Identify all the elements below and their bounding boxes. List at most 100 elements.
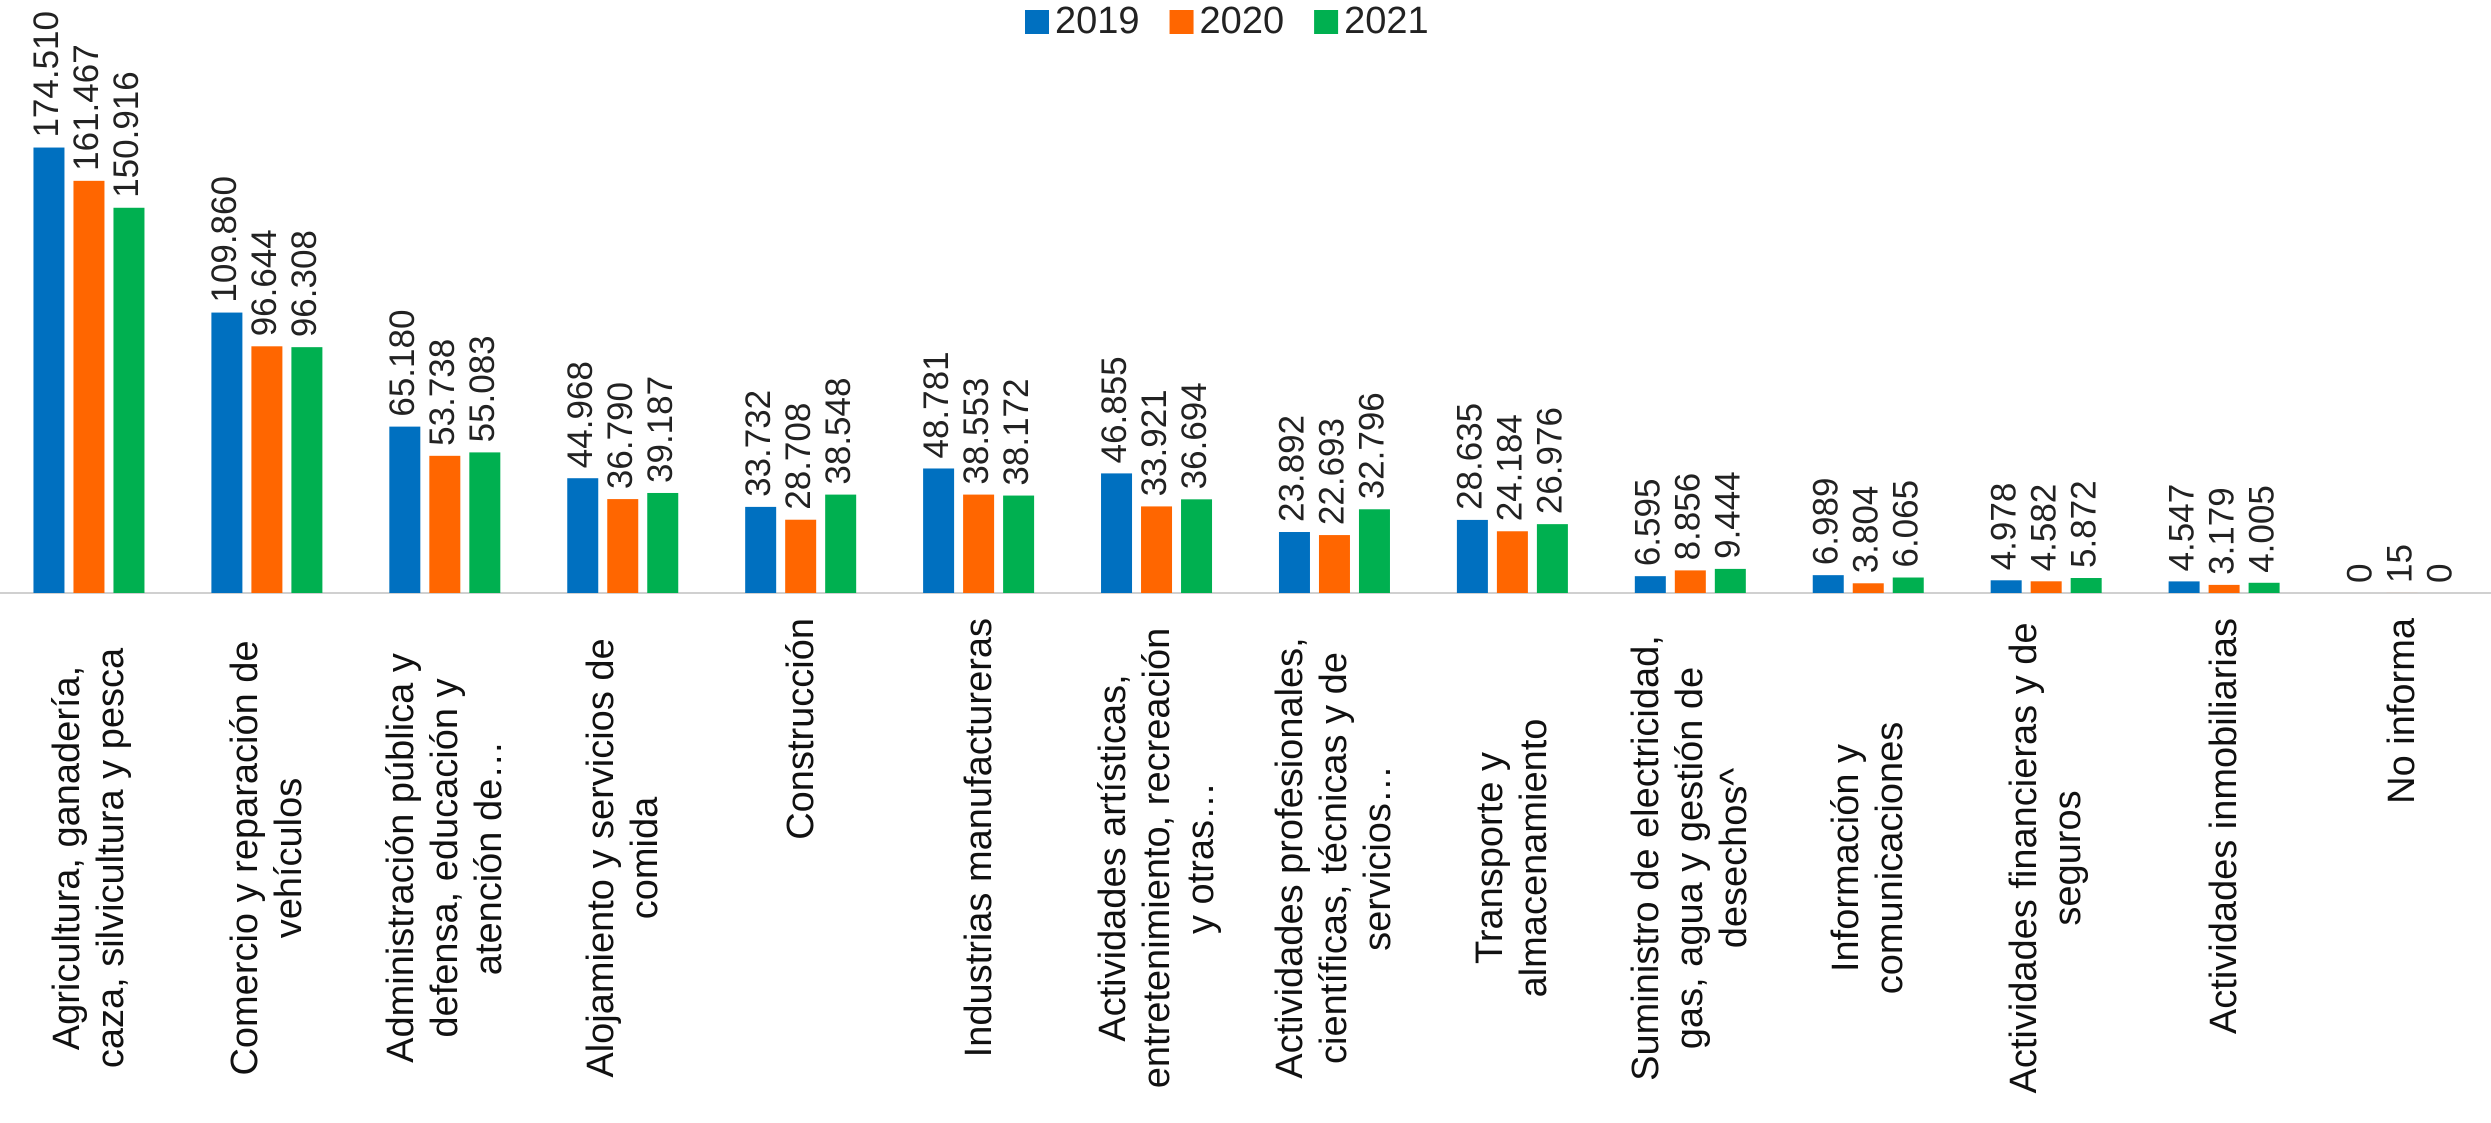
value-label: 36.694 <box>1175 382 1214 489</box>
x-tick-text: Transporte y almacenamiento <box>1469 718 1556 998</box>
bar <box>1141 506 1173 593</box>
value-label: 4.547 <box>2162 484 2201 572</box>
value-label: 46.855 <box>1095 356 1134 463</box>
legend-swatch <box>1314 10 1339 34</box>
value-label: 0 <box>2420 564 2459 583</box>
bar <box>291 347 323 593</box>
value-label: 3.804 <box>1847 486 1886 574</box>
value-label: 0 <box>2340 564 2379 583</box>
value-label: 3.179 <box>2202 487 2241 575</box>
bar <box>825 494 857 593</box>
value-label: 33.732 <box>739 390 778 497</box>
bar <box>1634 576 1666 593</box>
bar <box>607 499 639 593</box>
bar <box>923 468 955 593</box>
legend-swatch <box>1169 10 1194 34</box>
x-tick-text: Actividades inmobiliarias <box>2203 618 2246 1035</box>
bar <box>1852 583 1884 593</box>
legend-label: 2019 <box>1055 0 1140 42</box>
x-tick-label: Construcción <box>779 618 823 1098</box>
x-tick-label: Alojamiento y servicios de comida <box>579 618 667 1098</box>
value-label: 55.083 <box>463 335 502 442</box>
value-label: 48.781 <box>917 351 956 458</box>
value-label: 174.510 <box>27 11 66 138</box>
x-tick-label: No informa <box>2380 618 2424 1098</box>
value-label: 38.172 <box>997 378 1036 485</box>
value-label: 96.308 <box>285 230 324 337</box>
bar <box>73 180 105 594</box>
x-tick-text: Actividades financieras y de seguros <box>2003 622 2090 1094</box>
x-tick-label: Agricultura, ganadería, caza, silvicultu… <box>45 618 133 1098</box>
bar <box>1003 495 1035 593</box>
bar <box>1456 519 1488 593</box>
value-label: 32.796 <box>1353 392 1392 499</box>
bar <box>2248 582 2280 593</box>
value-label: 38.548 <box>819 378 858 485</box>
bar <box>963 494 995 593</box>
x-tick-label: Actividades artísticas, entretenimiento,… <box>1091 618 1223 1098</box>
value-label: 26.976 <box>1531 407 1570 514</box>
value-label: 53.738 <box>423 339 462 446</box>
bar <box>2030 581 2062 593</box>
value-label: 22.693 <box>1313 418 1352 525</box>
x-tick-label: Actividades profesionales, científicas, … <box>1268 618 1400 1098</box>
value-label: 15 <box>2380 544 2419 583</box>
bar <box>1990 580 2022 593</box>
bar <box>1536 524 1568 593</box>
value-label: 109.860 <box>205 176 244 303</box>
x-tick-text: Información y comunicaciones <box>1825 721 1912 995</box>
bar <box>1714 568 1746 593</box>
bar <box>2070 578 2102 593</box>
bar <box>113 207 145 593</box>
value-label: 96.644 <box>245 229 284 336</box>
x-tick-text: Industrias manufactureras <box>957 618 1000 1058</box>
x-tick-text: Actividades artísticas, entretenimiento,… <box>1091 627 1222 1089</box>
value-label: 8.856 <box>1669 473 1708 561</box>
x-tick-text: Suministro de electricidad, gas, agua y … <box>1625 635 1756 1081</box>
x-tick-text: Alojamiento y servicios de comida <box>579 638 666 1078</box>
value-label: 4.978 <box>1984 483 2023 571</box>
value-label: 4.582 <box>2024 484 2063 572</box>
bar <box>1181 499 1213 593</box>
x-tick-label: Industrias manufactureras <box>957 618 1001 1098</box>
bar <box>1674 570 1706 593</box>
legend-label: 2021 <box>1344 0 1429 42</box>
bar <box>647 492 679 593</box>
bar <box>389 426 421 593</box>
legend-swatch <box>1025 10 1049 34</box>
value-label: 44.968 <box>561 361 600 468</box>
x-tick-text: Actividades profesionales, científicas, … <box>1269 637 1400 1079</box>
x-tick-text: No informa <box>2381 618 2424 804</box>
bar <box>745 506 777 593</box>
x-tick-label: Administración pública y defensa, educac… <box>379 618 511 1098</box>
x-tick-text: Construcción <box>779 618 822 840</box>
value-label: 5.872 <box>2064 480 2103 568</box>
bar <box>1318 535 1350 593</box>
bar <box>1278 532 1310 593</box>
x-tick-label: Comercio y reparación de vehículos <box>223 618 311 1098</box>
bar <box>1892 577 1924 593</box>
value-label: 65.180 <box>383 310 422 417</box>
value-label: 39.187 <box>641 376 680 483</box>
x-tick-text: Agricultura, ganadería, caza, silvicultu… <box>45 647 132 1069</box>
x-tick-label: Actividades inmobiliarias <box>2202 618 2246 1098</box>
bar <box>2208 584 2240 593</box>
bar <box>33 147 65 593</box>
value-label: 4.005 <box>2242 485 2281 573</box>
value-label: 161.467 <box>67 44 106 171</box>
value-label: 6.989 <box>1807 478 1846 566</box>
bar <box>1496 531 1528 593</box>
value-label: 36.790 <box>601 382 640 489</box>
value-label: 23.892 <box>1273 415 1312 522</box>
legend-label: 2020 <box>1200 0 1285 42</box>
x-tick-text: Comercio y reparación de vehículos <box>223 640 310 1076</box>
value-label: 28.708 <box>779 403 818 510</box>
x-tick-text: Administración pública y defensa, educac… <box>379 653 510 1063</box>
value-label: 24.184 <box>1491 414 1530 521</box>
value-label: 38.553 <box>957 378 996 485</box>
bar <box>211 312 243 593</box>
value-label: 6.065 <box>1887 480 1926 568</box>
bar <box>1358 509 1390 593</box>
